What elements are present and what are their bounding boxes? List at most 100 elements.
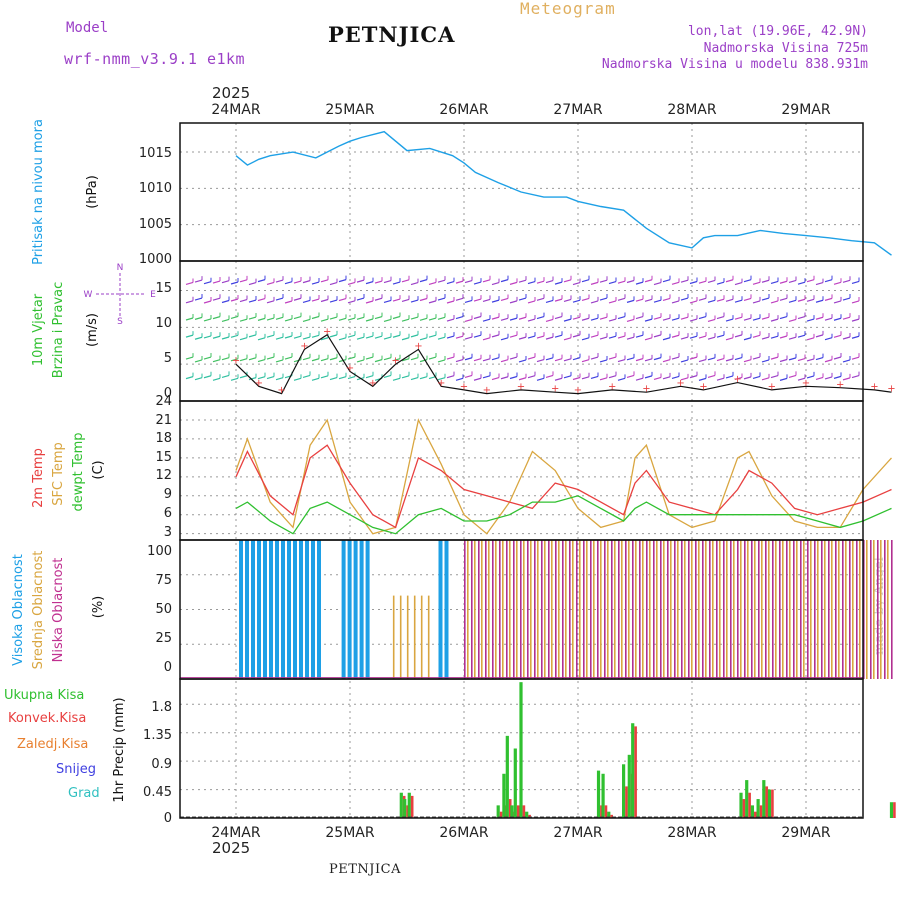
wind-barb [356, 359, 365, 363]
wind-barb [662, 376, 671, 380]
wind-barb [302, 374, 311, 378]
wind-barb [203, 281, 212, 285]
wind-barb [446, 281, 455, 285]
cloud-bar [709, 540, 711, 679]
precip-conv-bar [748, 792, 751, 818]
cloud-bar [628, 540, 630, 679]
wind-barb [491, 316, 500, 320]
wind-barb [365, 300, 374, 304]
wind-barb [473, 298, 482, 302]
precip-total-bar [596, 770, 601, 818]
cloud-bar [695, 540, 697, 679]
wind-barb [275, 316, 284, 320]
wind-barb [347, 334, 356, 338]
wind-barb [500, 279, 509, 283]
wind-barb [716, 358, 725, 362]
wind-barb [572, 282, 581, 286]
wind-barb [455, 315, 464, 320]
wind-barb [824, 376, 833, 380]
cloud-tick: 75 [155, 573, 172, 588]
temp-ylabel-c: dewpt Temp [71, 432, 86, 511]
pressure-tick: 1005 [139, 217, 172, 232]
wind-barb [635, 334, 644, 338]
wind-barb [806, 318, 815, 322]
wind-barb [527, 375, 536, 379]
wind-barb [779, 358, 788, 363]
wind-barb [707, 279, 716, 284]
wind-barb [653, 357, 662, 361]
legend-conv-rain: Konvek.Kisa [8, 711, 86, 726]
cloud-bar [257, 540, 261, 679]
temp-tick: 18 [155, 431, 172, 446]
dewpt-temp-line [235, 495, 892, 535]
day-labels-top: 24MAR 25MAR 26MAR 27MAR 28MAR 29MAR [211, 102, 830, 118]
cloud-bar [859, 540, 861, 679]
cloud-bar [530, 540, 532, 679]
wind-barb [572, 334, 581, 338]
wind-barb [698, 377, 707, 381]
precip-conv-bar [508, 799, 512, 818]
cloud-bar [548, 540, 550, 679]
wind-barb [194, 359, 203, 363]
wind-barb [338, 376, 347, 380]
cloud-bar [824, 540, 826, 679]
wind-barb [284, 335, 293, 339]
wind-barb [671, 300, 680, 304]
wind-barb [194, 336, 203, 340]
day-label-top: 28MAR [667, 102, 716, 118]
wind-gust-marker: + [870, 382, 878, 393]
wind-barb [302, 299, 311, 304]
cloud-bar [877, 540, 879, 679]
wind-barb [212, 359, 221, 363]
wind-barb [563, 298, 572, 302]
cloud-ylabel-c: Niska Oblacnost [51, 558, 66, 663]
cloud-bar [502, 540, 504, 679]
wind-barb [266, 356, 275, 360]
wind-barb [338, 317, 347, 321]
wind-barb [347, 356, 356, 360]
wind-barb [527, 335, 536, 339]
wind-barb [617, 297, 626, 301]
wind-barb [716, 334, 725, 338]
wind-gust-marker: + [323, 326, 331, 337]
cloud-bar [723, 540, 725, 679]
precip-total-bar [502, 773, 506, 818]
wind-barb [338, 297, 347, 302]
wind-barb [770, 335, 779, 339]
cloud-bar [681, 540, 683, 679]
chart-title: Meteogram [520, 0, 616, 18]
wind-barb [518, 279, 527, 283]
wind-barb [284, 300, 293, 304]
wind-barb [743, 359, 752, 363]
wind-barb [527, 318, 536, 322]
wind-barb [212, 280, 221, 284]
wind-barb [590, 356, 599, 360]
cloud-bar [765, 540, 767, 679]
wind-barb [725, 358, 734, 362]
temp-ylabel-b: SFC Temp [51, 442, 66, 506]
wind-barb [230, 315, 239, 320]
wind-barb [464, 279, 473, 284]
wind-barb [662, 317, 671, 321]
wind-barb [392, 358, 401, 362]
cloud-bar [263, 540, 267, 679]
wind-barb [806, 337, 815, 341]
wind-barb [833, 375, 842, 379]
wind-barb [734, 357, 743, 361]
model-elevation-label: Nadmorska Visina u modelu 838.931m [601, 57, 868, 72]
wind-barb [590, 317, 599, 321]
wind-barb [347, 317, 356, 321]
wind-barb [410, 299, 419, 303]
cloud-bar [558, 540, 560, 679]
wind-barb [221, 299, 230, 304]
precip-tick: 0.45 [143, 785, 172, 800]
wind-barb [428, 281, 437, 285]
cloud-bar [821, 540, 823, 679]
temp-tick: 9 [164, 487, 172, 502]
wind-barb [662, 337, 671, 341]
wind-barb [239, 318, 248, 322]
cloud-bar [534, 540, 536, 679]
wind-barb [464, 336, 473, 340]
cloud-bar [509, 540, 511, 679]
